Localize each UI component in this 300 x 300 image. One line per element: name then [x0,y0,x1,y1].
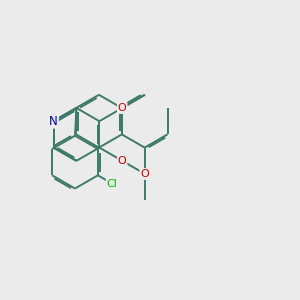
Text: O: O [118,103,127,113]
Text: N: N [49,115,58,128]
Text: O: O [140,169,149,179]
Text: Cl: Cl [107,178,118,189]
Text: O: O [118,156,127,166]
